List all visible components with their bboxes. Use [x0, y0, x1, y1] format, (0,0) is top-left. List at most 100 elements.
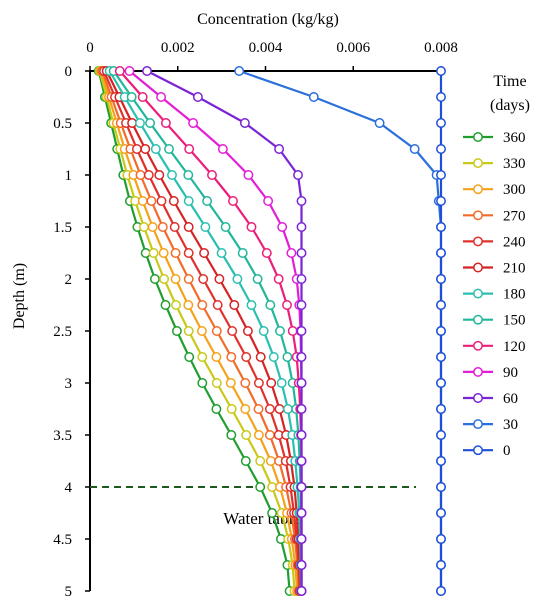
data-point: [192, 92, 203, 102]
legend-swatch-marker: [473, 262, 483, 273]
data-point: [114, 66, 125, 76]
data-point: [253, 378, 264, 388]
y-tick-label: 3: [65, 376, 73, 392]
legend-label: 60: [503, 391, 518, 407]
data-point: [436, 560, 446, 570]
data-point: [282, 352, 293, 362]
data-point: [184, 352, 195, 362]
data-point: [237, 248, 248, 258]
data-point: [183, 170, 194, 180]
data-point: [409, 144, 420, 154]
legend-label: 180: [503, 287, 526, 303]
data-point: [124, 66, 135, 76]
legend-item-150: 150: [463, 313, 526, 329]
data-point: [171, 326, 182, 336]
data-point: [169, 222, 180, 232]
legend-item-60: 60: [463, 391, 518, 407]
legend-label: 240: [503, 234, 526, 250]
data-point: [240, 378, 251, 388]
legend-label: 150: [503, 313, 526, 329]
data-point: [436, 92, 446, 102]
data-point: [436, 508, 446, 518]
legend-item-210: 210: [463, 261, 526, 277]
data-point: [217, 144, 228, 154]
y-tick-label: 4.5: [53, 532, 72, 548]
y-tick-label: 1: [65, 168, 73, 184]
data-point: [436, 378, 446, 388]
y-tick-label: 4: [65, 480, 73, 496]
data-point: [265, 456, 276, 466]
data-point: [229, 300, 240, 310]
data-point: [240, 456, 251, 466]
data-point: [131, 144, 142, 154]
data-point: [160, 300, 171, 310]
data-point: [242, 326, 253, 336]
legend-swatch-marker: [473, 445, 483, 456]
data-point: [267, 482, 278, 492]
series-60: [142, 66, 307, 596]
legend-item-30: 30: [463, 417, 518, 433]
y-tick-label: 2.5: [53, 324, 72, 340]
legend-swatch-marker: [473, 158, 483, 169]
legend-swatch-marker: [473, 184, 483, 195]
y-tick-label: 2: [65, 272, 73, 288]
legend-item-90: 90: [463, 365, 518, 381]
data-point: [264, 430, 275, 440]
data-point: [246, 300, 257, 310]
y-tick-label: 3.5: [53, 428, 72, 444]
legend-label: 30: [503, 417, 518, 433]
y-tick-label: 0.5: [53, 116, 72, 132]
data-point: [287, 326, 298, 336]
legend-label: 0: [503, 443, 511, 459]
legend-swatch-marker: [473, 366, 483, 377]
legend-item-300: 300: [463, 182, 526, 198]
y-tick-label: 5: [65, 584, 73, 600]
data-point: [211, 352, 222, 362]
legend-swatch-marker: [473, 393, 483, 403]
data-point: [199, 248, 210, 258]
legend-item-0: 0: [463, 443, 511, 459]
data-point: [436, 456, 446, 466]
data-point: [135, 170, 146, 180]
data-point: [275, 326, 285, 336]
data-point: [214, 274, 225, 284]
data-point: [158, 248, 169, 258]
data-point: [436, 300, 446, 310]
data-point: [241, 430, 252, 440]
x-tick-label: 0.006: [336, 40, 370, 56]
legend-title-line2: (days): [490, 97, 530, 114]
legend-label: 360: [503, 130, 526, 146]
legend-swatch-marker: [473, 236, 483, 247]
water-table-annotation: Water table: [90, 486, 416, 528]
data-point: [296, 274, 307, 284]
data-point: [436, 196, 446, 206]
data-point: [211, 378, 222, 388]
data-point: [296, 456, 307, 466]
data-point: [436, 144, 446, 154]
data-point: [232, 274, 243, 284]
data-point: [183, 248, 194, 258]
data-point: [164, 144, 174, 154]
data-point: [160, 118, 171, 128]
data-point: [171, 300, 181, 310]
data-point: [137, 196, 148, 206]
data-point: [255, 482, 266, 492]
data-point: [267, 508, 278, 518]
data-point: [296, 196, 307, 206]
data-point: [154, 170, 165, 180]
legend-label: 90: [503, 365, 518, 381]
legend-item-120: 120: [463, 339, 526, 355]
data-point: [149, 274, 160, 284]
data-point: [211, 404, 222, 414]
data-point: [234, 66, 245, 76]
data-point: [253, 404, 264, 414]
legend-label: 270: [503, 208, 526, 224]
data-point: [241, 352, 252, 362]
data-point: [264, 404, 275, 414]
data-point: [286, 248, 297, 258]
data-point: [183, 300, 194, 310]
data-point: [436, 534, 446, 544]
data-point: [277, 222, 288, 232]
data-point: [276, 378, 287, 388]
